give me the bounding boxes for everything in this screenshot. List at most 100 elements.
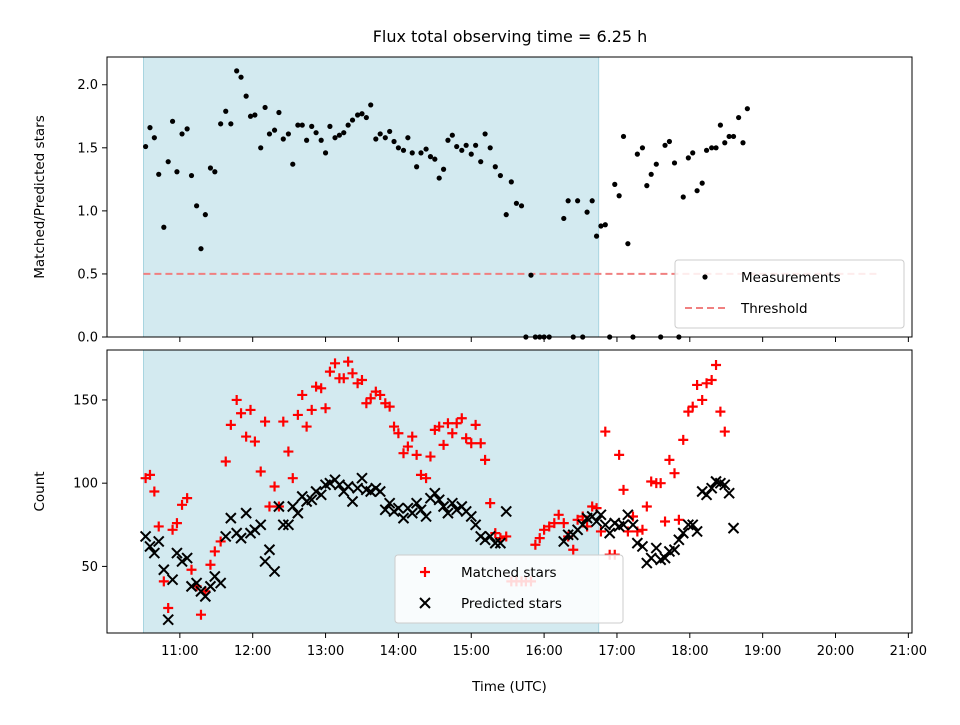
data-point	[220, 456, 231, 467]
data-point	[356, 472, 368, 484]
data-point	[144, 469, 155, 480]
data-point	[691, 525, 703, 538]
data-point	[634, 151, 640, 157]
data-point	[171, 518, 182, 529]
data-point	[456, 413, 467, 424]
data-point	[617, 519, 630, 531]
data-point	[614, 449, 625, 460]
data-point	[332, 135, 338, 141]
data-point	[190, 577, 203, 589]
data-point	[171, 547, 183, 559]
data-point	[346, 495, 359, 508]
data-point	[365, 485, 377, 498]
data-point	[295, 122, 301, 128]
data-point	[434, 421, 445, 432]
data-point	[593, 233, 600, 239]
data-point	[636, 540, 649, 553]
data-point	[409, 150, 415, 156]
data-point	[572, 514, 583, 525]
data-point	[500, 505, 512, 518]
data-point	[336, 132, 342, 138]
data-point	[726, 133, 732, 140]
data-point	[666, 138, 673, 145]
data-point	[283, 446, 294, 457]
data-point	[406, 507, 418, 519]
data-point	[278, 416, 289, 427]
data-point	[705, 482, 718, 494]
data-point	[719, 479, 731, 491]
y-tick-label: 0.0	[77, 331, 98, 346]
data-point	[682, 519, 695, 531]
data-point	[562, 529, 574, 541]
data-point	[415, 469, 426, 480]
data-point	[553, 509, 564, 520]
data-point	[389, 421, 400, 432]
data-point	[205, 559, 216, 570]
data-point	[347, 368, 358, 379]
data-point	[719, 426, 730, 437]
data-point	[451, 418, 462, 429]
data-point	[287, 473, 298, 484]
data-point	[723, 487, 735, 499]
data-point	[584, 209, 590, 215]
data-point	[463, 142, 469, 148]
data-point	[297, 389, 308, 400]
data-point	[147, 125, 153, 131]
data-point	[558, 518, 569, 529]
data-point	[631, 537, 644, 549]
data-point	[301, 421, 312, 432]
data-point	[207, 165, 214, 171]
y-tick-label: 100	[73, 477, 98, 492]
plot-frame	[106, 349, 913, 634]
data-point	[149, 486, 160, 497]
data-point	[249, 436, 260, 447]
data-point	[384, 401, 395, 412]
data-point	[659, 552, 671, 564]
legend: Matched stars Predicted stars	[394, 554, 624, 624]
data-point	[466, 438, 477, 449]
data-point	[445, 137, 451, 143]
legend: Measurements Threshold	[674, 259, 905, 329]
y-axis-label: Matched/Predicted stars	[32, 115, 48, 278]
data-point	[158, 564, 170, 576]
data-point	[280, 136, 286, 142]
data-point	[620, 133, 627, 140]
data-point	[236, 408, 247, 419]
data-point	[318, 137, 324, 143]
data-point	[599, 519, 612, 531]
data-point	[176, 555, 188, 568]
data-point	[188, 172, 195, 179]
legend-box	[674, 259, 905, 329]
data-point	[627, 519, 639, 531]
data-point	[671, 160, 678, 166]
y-tick-label: 150	[73, 393, 98, 408]
data-point	[706, 374, 717, 385]
data-point	[158, 576, 169, 587]
y-tick-label: 2.0	[77, 78, 98, 93]
data-point	[400, 147, 407, 153]
data-point	[450, 504, 463, 516]
data-point	[391, 138, 397, 145]
data-point	[429, 487, 441, 499]
data-point	[252, 112, 258, 118]
data-point	[395, 145, 402, 151]
data-point	[717, 122, 724, 128]
data-point	[215, 536, 226, 547]
data-point	[595, 509, 607, 521]
data-point	[425, 451, 436, 462]
data-point	[144, 540, 156, 553]
data-point	[202, 212, 208, 218]
data-point	[442, 418, 453, 429]
data-point	[169, 118, 176, 124]
data-point	[697, 394, 708, 405]
data-point	[174, 169, 180, 175]
data-point	[648, 171, 654, 177]
data-point	[240, 507, 252, 519]
count-panel: 50 100 150 11:00 12:00 13:00 14:00 15:00 16:00 17…	[32, 349, 927, 695]
data-point	[528, 272, 534, 278]
data-point	[349, 117, 356, 123]
data-point	[687, 519, 699, 531]
data-point	[744, 106, 750, 112]
